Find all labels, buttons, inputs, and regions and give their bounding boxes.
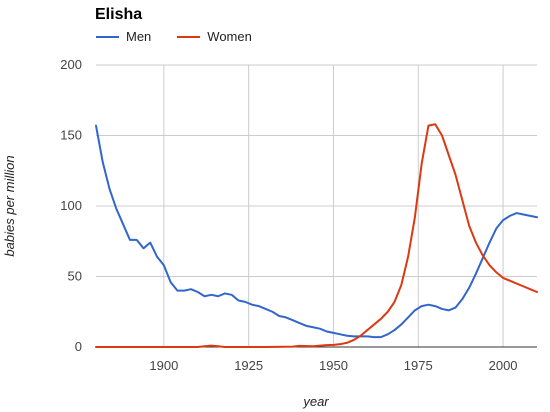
legend-swatch-women: [177, 35, 201, 38]
series-line-women: [95, 123, 538, 348]
series-line-men: [95, 124, 538, 339]
series: [95, 123, 538, 348]
grid: [96, 64, 537, 348]
x-tick-label: 2000: [489, 358, 518, 373]
y-axis-title: babies per million: [2, 155, 17, 256]
y-tick-label: 200: [60, 57, 82, 72]
x-tick-label: 1900: [149, 358, 178, 373]
legend-item-women[interactable]: Women: [177, 29, 252, 44]
y-tick-label: 0: [75, 339, 82, 354]
legend-item-men[interactable]: Men: [96, 29, 151, 44]
legend-label-women: Women: [207, 29, 252, 44]
chart-title: Elisha: [95, 6, 143, 23]
y-tick-label: 50: [68, 269, 82, 284]
legend: Men Women: [96, 29, 278, 44]
x-tick-label: 1975: [404, 358, 433, 373]
x-axis-title: year: [302, 394, 329, 409]
legend-swatch-men: [96, 35, 119, 38]
x-tick-label: 1925: [234, 358, 263, 373]
legend-label-men: Men: [126, 29, 152, 44]
y-tick-label: 100: [60, 198, 82, 213]
y-tick-label: 150: [60, 128, 82, 143]
x-tick-label: 1950: [319, 358, 348, 373]
tick-labels: 0 50 100 150 200 1900 1925 1950 1975 2000: [60, 57, 517, 373]
